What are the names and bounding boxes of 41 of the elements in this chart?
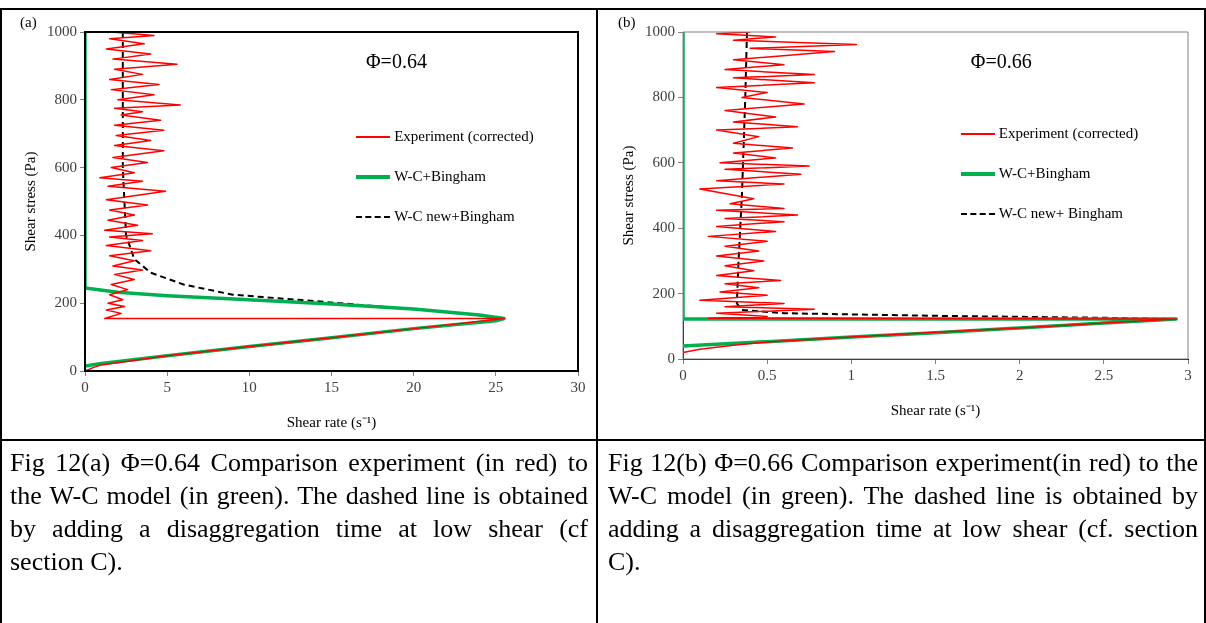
x-tick-label: 3 (1184, 366, 1192, 383)
x-tick-label: 10 (241, 378, 257, 395)
legend-label: Experiment (corrected) (998, 125, 1139, 143)
x-tick-label: 30 (570, 378, 586, 395)
y-axis-title: Shear stress (Pa) (619, 145, 637, 246)
legend-label: W-C+Bingham (998, 165, 1091, 183)
y-tick-label: 0 (667, 349, 675, 366)
annotation: Φ=0.66 (970, 50, 1032, 73)
caption: Fig 12(b) Φ=0.66 Comparison experiment(in red) to the W-C model (in green). The dashed line is obtained by adding a disaggregation time at low shear (cf. section C). (608, 447, 1198, 578)
x-tick-label: 1.5 (926, 366, 945, 383)
x-tick-label: 20 (406, 378, 422, 395)
legend-label: Experiment (corrected) (394, 128, 534, 146)
x-tick-label: 1 (847, 366, 856, 383)
text: (a) (20, 14, 37, 31)
y-tick-label: 600 (54, 158, 77, 175)
y-tick-label: 1000 (645, 22, 675, 39)
x-tick-label: 0 (81, 378, 89, 395)
y-tick-label: 800 (652, 88, 675, 105)
x-tick-label: 0.5 (757, 366, 777, 383)
y-tick-label: 200 (54, 294, 77, 311)
x-axis-title: Shear rate (s⁻¹) (890, 401, 981, 419)
annotation: Φ=0.64 (366, 50, 427, 73)
caption: Fig 12(a) Φ=0.64 Comparison experiment (in red) to the W-C model (in green). The dashed line is obtained by adding a disaggregation time at low shear (cf section C). (10, 447, 588, 578)
y-axis-title: Shear stress (Pa) (21, 151, 39, 252)
x-axis-title: Shear rate (s⁻¹) (286, 413, 377, 431)
legend-label: W-C new+Bingham (394, 208, 515, 226)
x-tick-label: 0 (679, 366, 687, 383)
x-tick-label: 25 (488, 378, 504, 395)
x-tick-label: 15 (324, 378, 339, 395)
y-tick-label: 400 (652, 219, 675, 236)
y-tick-label: 400 (54, 226, 77, 243)
x-tick-label: 2.5 (1094, 366, 1114, 383)
legend-label: W-C new+ Bingham (998, 205, 1124, 223)
y-tick-label: 1000 (47, 22, 77, 39)
y-tick-label: 800 (54, 90, 77, 107)
x-tick-label: 5 (163, 378, 171, 395)
y-tick-label: 600 (652, 153, 675, 170)
x-tick-label: 2 (1015, 366, 1024, 383)
legend-label: W-C+Bingham (394, 168, 486, 186)
text: (b) (618, 14, 636, 31)
y-tick-label: 200 (652, 284, 675, 301)
